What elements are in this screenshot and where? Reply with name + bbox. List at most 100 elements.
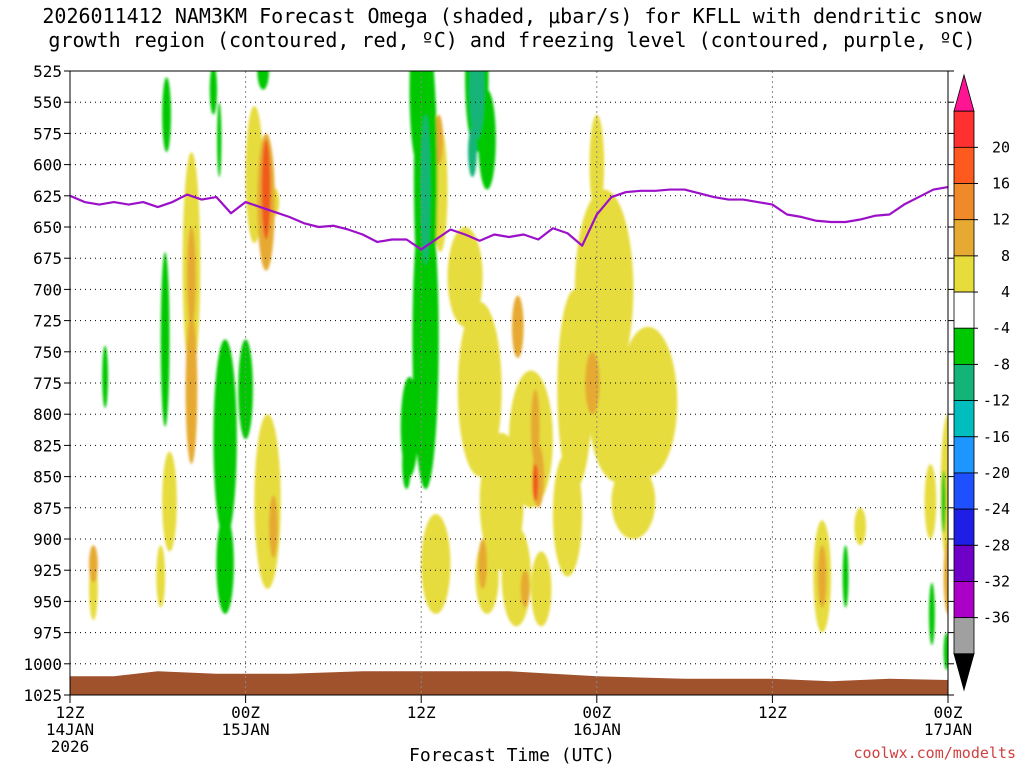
colorbar-bottom-triangle [953,653,975,692]
colorbar-label: -32 [983,572,1010,590]
y-tick-label: 850 [33,468,62,487]
omega-cell-up-4-8 [509,370,553,508]
colorbar-swatch [953,400,975,438]
colorbar-label: -24 [983,500,1010,518]
y-tick-label: 975 [33,624,62,643]
colorbar-label: -8 [992,355,1010,373]
omega-cell-up-8-12 [269,495,278,558]
omega-cell-up-4-8 [530,551,552,627]
omega-cell-up-4-8 [611,464,656,539]
omega-cell-down--4--8 [216,514,234,614]
colorbar-label: -4 [992,319,1010,337]
colorbar-swatch [953,436,975,474]
omega-cell-down--4--8 [209,71,218,115]
colorbar-swatch [953,146,975,184]
omega-cell-down--4--8 [160,251,170,427]
omega-cell-up-8-12 [187,227,196,327]
x-tick-label: 16JAN [573,720,621,739]
y-tick-label: 625 [33,187,62,206]
x-tick-label: 12Z [407,703,436,722]
colorbar-swatch [953,364,975,401]
omega-cell-up-8-12 [89,545,98,583]
terrain-fill [70,671,948,695]
omega-cell-up-8-12 [478,539,488,589]
colorbar-label: 16 [992,175,1010,193]
omega-cell-down--8--12 [468,127,477,178]
colorbar-swatch [953,183,975,221]
chart-title-line-2: growth region (contoured, red, ºC) and f… [48,28,976,52]
colorbar-swatch [953,617,975,655]
omega-cell-up-4-8 [457,301,502,477]
omega-cell-up-8-12 [817,545,827,608]
omega-cell-up-4-8 [552,451,583,577]
x-tick-label: 12Z [758,703,787,722]
y-tick-label: 525 [33,62,62,81]
colorbar-swatch [953,508,975,546]
chart-title: 2026011412 NAM3KM Forecast Omega (shaded… [0,4,1024,52]
colorbar-top-triangle [953,73,975,112]
colorbar-label: 12 [992,211,1010,229]
omega-cell-up-12-20 [261,139,271,240]
colorbar-swatch [953,291,975,329]
credit-link[interactable]: coolwx.com/modelts [853,744,1016,762]
y-tick-label: 900 [33,530,62,549]
omega-cell-down--8--12 [421,114,430,265]
omega-cell-up-8-12 [511,295,524,359]
colorbar-swatch [953,544,975,582]
omega-cell-down--4--8 [238,339,253,440]
omega-cell-up-8-12 [943,539,948,614]
freezing-level-line [70,185,948,251]
colorbar-swatch [953,219,975,257]
omega-cell-down--4--8 [102,345,109,408]
colorbar-swatch [953,327,975,365]
y-tick-label: 750 [33,343,62,362]
y-tick-label: 675 [33,249,62,268]
y-tick-label: 950 [33,592,62,611]
omega-cell-up-4-8 [156,545,166,608]
colorbar-label: -28 [983,536,1010,554]
omega-cell-up-4-8 [589,114,605,215]
axes: 525 550 575 600 625 650 675 700 725 750 775 800 825 8… [23,62,972,756]
omega-cell-down--4--8 [943,632,948,671]
colorbar: 20 16 12 8 4 -4 -8 -12 -16 -20 -24 -28 -32 -36 [953,73,1010,692]
y-tick-label: 775 [33,374,62,393]
omega-cell-up-8-12 [530,389,540,465]
y-tick-label: 1000 [23,655,62,674]
omega-cell-down--4--8 [842,545,849,608]
omega-cell-up-8-12 [585,351,600,415]
x-tick-label: 12Z [56,703,85,722]
omega-cell-up-4-8 [924,464,937,539]
omega-cell-down--4--8 [217,102,222,178]
x-tick-label: 2026 [51,737,90,756]
x-tick-label: 00Z [934,703,963,722]
x-axis-title: Forecast Time (UTC) [409,745,615,766]
omega-blobs [89,71,948,671]
omega-cell-up-4-8 [574,189,634,390]
y-tick-label: 1025 [23,686,62,705]
omega-cell-down--4--8 [162,77,171,153]
y-tick-label: 650 [33,218,62,237]
omega-cell-up-4-8 [254,414,281,589]
omega-cell-down--4--8 [402,439,411,490]
colorbar-label: -12 [983,392,1010,410]
colorbar-label: 4 [1001,283,1010,301]
omega-cell-up-4-8 [618,326,678,477]
x-tick-label: 17JAN [924,720,972,739]
y-tick-label: 550 [33,93,62,112]
chart-title-line-1: 2026011412 NAM3KM Forecast Omega (shaded… [42,4,982,28]
omega-cell-up-4-8 [475,539,499,614]
omega-cell-down--4--8 [928,582,935,646]
y-tick-label: 600 [33,156,62,175]
y-tick-label: 575 [33,124,62,143]
colorbar-swatch [953,581,975,619]
omega-cell-down--4--8 [412,189,439,490]
omega-cell-up-8-12 [520,570,530,608]
x-tick-label: 00Z [582,703,611,722]
omega-cell-down--8--12 [469,71,485,140]
grid-lines [70,71,948,695]
x-tick-label: 15JAN [222,720,270,739]
colorbar-label: 8 [1001,247,1010,265]
omega-cell-up-4-8 [421,514,451,614]
y-tick-label: 925 [33,561,62,580]
